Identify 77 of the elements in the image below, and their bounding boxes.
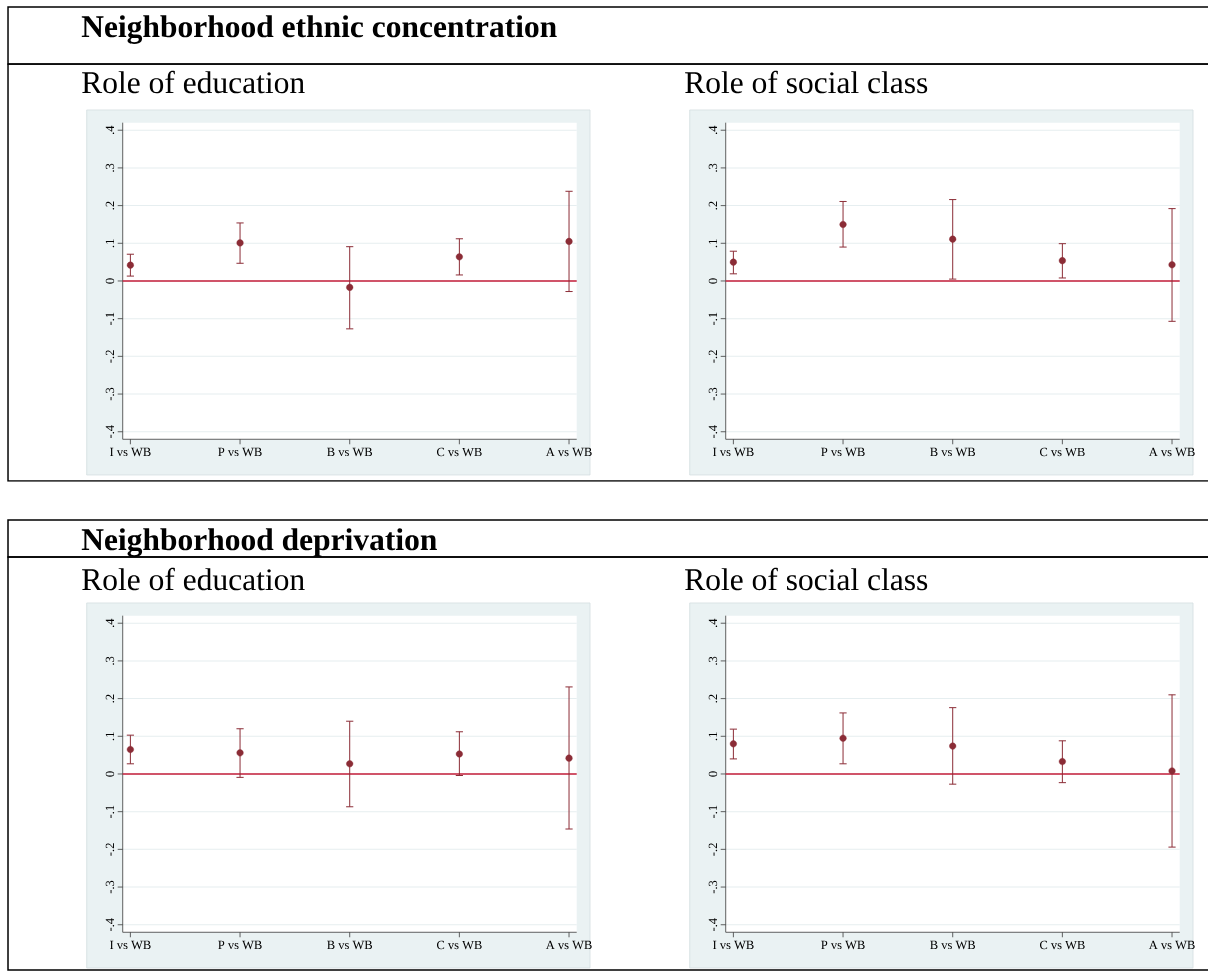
y-tick-label: -.2 xyxy=(105,350,115,363)
y-tick-label: -.2 xyxy=(105,843,115,856)
point xyxy=(949,235,957,243)
point xyxy=(949,742,957,750)
y-tick-label: -.1 xyxy=(708,312,718,325)
x-tick-label: I vs WB xyxy=(110,447,151,457)
y-tick-label: 0 xyxy=(105,771,115,777)
y-tick-label: .3 xyxy=(105,163,115,172)
x-tick-label: B vs WB xyxy=(327,940,373,950)
point xyxy=(1168,767,1176,775)
point xyxy=(236,239,244,247)
y-tick-label: .1 xyxy=(708,239,718,248)
point xyxy=(455,253,463,261)
point xyxy=(729,258,737,266)
x-tick-label: I vs WB xyxy=(110,940,151,950)
x-tick-label: B vs WB xyxy=(327,447,373,457)
point xyxy=(1168,261,1176,269)
y-tick-label: .4 xyxy=(708,125,718,135)
chart-title: Role of education xyxy=(82,70,305,94)
y-tick-label: .2 xyxy=(708,694,718,703)
y-tick-label: -.4 xyxy=(105,425,115,439)
y-tick-label: -.3 xyxy=(708,387,718,401)
y-tick-label: -.3 xyxy=(708,880,718,894)
y-tick-label: -.1 xyxy=(105,805,115,818)
x-tick-label: A vs WB xyxy=(545,447,592,457)
x-tick-label: A vs WB xyxy=(1148,940,1195,950)
y-tick-label: 0 xyxy=(708,278,718,284)
y-tick-label: .3 xyxy=(105,656,115,665)
chart-title: Role of education xyxy=(82,567,305,591)
x-tick-label: C vs WB xyxy=(1039,940,1085,950)
x-tick-label: I vs WB xyxy=(713,447,754,457)
y-tick-label: -.3 xyxy=(105,387,115,401)
text: Neighborhood deprivation xyxy=(81,528,437,557)
y-tick-label: -.3 xyxy=(105,880,115,894)
x-tick-label: P vs WB xyxy=(821,940,865,950)
y-tick-label: 0 xyxy=(708,771,718,777)
y-tick-label: .2 xyxy=(105,201,115,210)
x-tick-label: B vs WB xyxy=(930,940,976,950)
point xyxy=(346,283,354,291)
x-tick-label: A vs WB xyxy=(545,940,592,950)
y-tick-label: 0 xyxy=(105,278,115,284)
y-tick-label: -.4 xyxy=(708,425,718,439)
chart-title: Role of social class xyxy=(685,70,928,94)
y-tick-label: -.2 xyxy=(708,843,718,856)
y-tick-label: .4 xyxy=(105,618,115,628)
point xyxy=(565,237,573,245)
y-tick-label: .4 xyxy=(105,125,115,135)
y-tick-label: -.2 xyxy=(708,350,718,363)
y-tick-label: .3 xyxy=(708,656,718,665)
y-tick-label: .2 xyxy=(708,201,718,210)
x-tick-label: C vs WB xyxy=(1039,447,1085,457)
x-tick-label: P vs WB xyxy=(218,447,262,457)
x-tick-label: C vs WB xyxy=(436,447,482,457)
point xyxy=(839,734,847,742)
point xyxy=(839,220,847,228)
point xyxy=(126,261,134,269)
y-tick-label: .1 xyxy=(105,732,115,741)
text: Neighborhood ethnic concentration xyxy=(81,15,557,44)
y-tick-label: .2 xyxy=(105,694,115,703)
y-tick-label: -.1 xyxy=(708,805,718,818)
point xyxy=(1058,257,1066,265)
point xyxy=(729,740,737,748)
chart-title: Role of social class xyxy=(685,567,928,591)
y-tick-label: .4 xyxy=(708,618,718,628)
y-tick-label: .1 xyxy=(708,732,718,741)
y-tick-label: -.4 xyxy=(105,918,115,932)
x-tick-label: B vs WB xyxy=(930,447,976,457)
y-tick-label: -.1 xyxy=(105,312,115,325)
y-tick-label: .1 xyxy=(105,239,115,248)
point xyxy=(1058,758,1066,766)
x-tick-label: C vs WB xyxy=(436,940,482,950)
x-tick-label: I vs WB xyxy=(713,940,754,950)
y-tick-label: .3 xyxy=(708,163,718,172)
y-tick-label: -.4 xyxy=(708,918,718,932)
x-tick-label: A vs WB xyxy=(1148,447,1195,457)
x-tick-label: P vs WB xyxy=(218,940,262,950)
x-tick-label: P vs WB xyxy=(821,447,865,457)
